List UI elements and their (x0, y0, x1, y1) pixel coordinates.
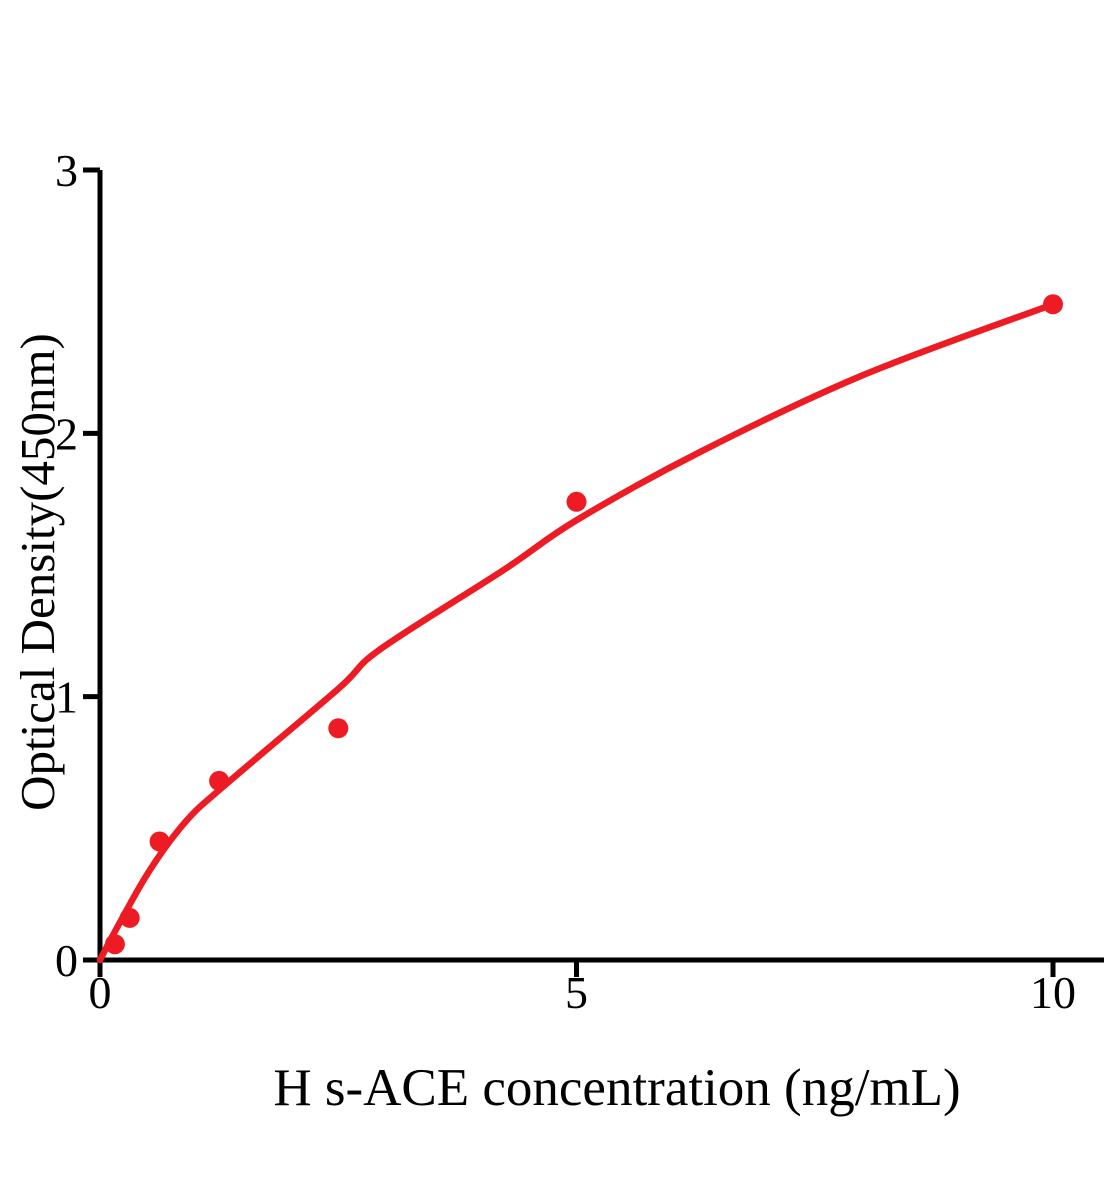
data-point (1043, 294, 1063, 315)
data-point (328, 718, 349, 739)
data-points (104, 294, 1063, 955)
x-axis-ticks: 0 5 10 (89, 960, 1076, 1018)
y-tick-label: 3 (55, 145, 78, 196)
x-tick-label: 0 (89, 967, 112, 1018)
x-tick-label: 10 (1030, 967, 1076, 1018)
data-point (209, 770, 230, 791)
y-tick-label: 1 (55, 672, 78, 723)
data-point (149, 831, 170, 852)
fitted-curve-line (96, 301, 1057, 964)
y-axis-title: Optical Density(450nm) (10, 333, 65, 811)
y-tick-label: 0 (55, 935, 78, 986)
data-point (119, 907, 140, 928)
axes (97, 170, 1104, 963)
data-point (566, 491, 587, 512)
x-tick-label: 5 (565, 967, 588, 1018)
data-point (104, 934, 125, 955)
x-axis-title: H s-ACE concentration (ng/mL) (273, 1059, 960, 1117)
y-tick-label: 2 (55, 408, 78, 459)
